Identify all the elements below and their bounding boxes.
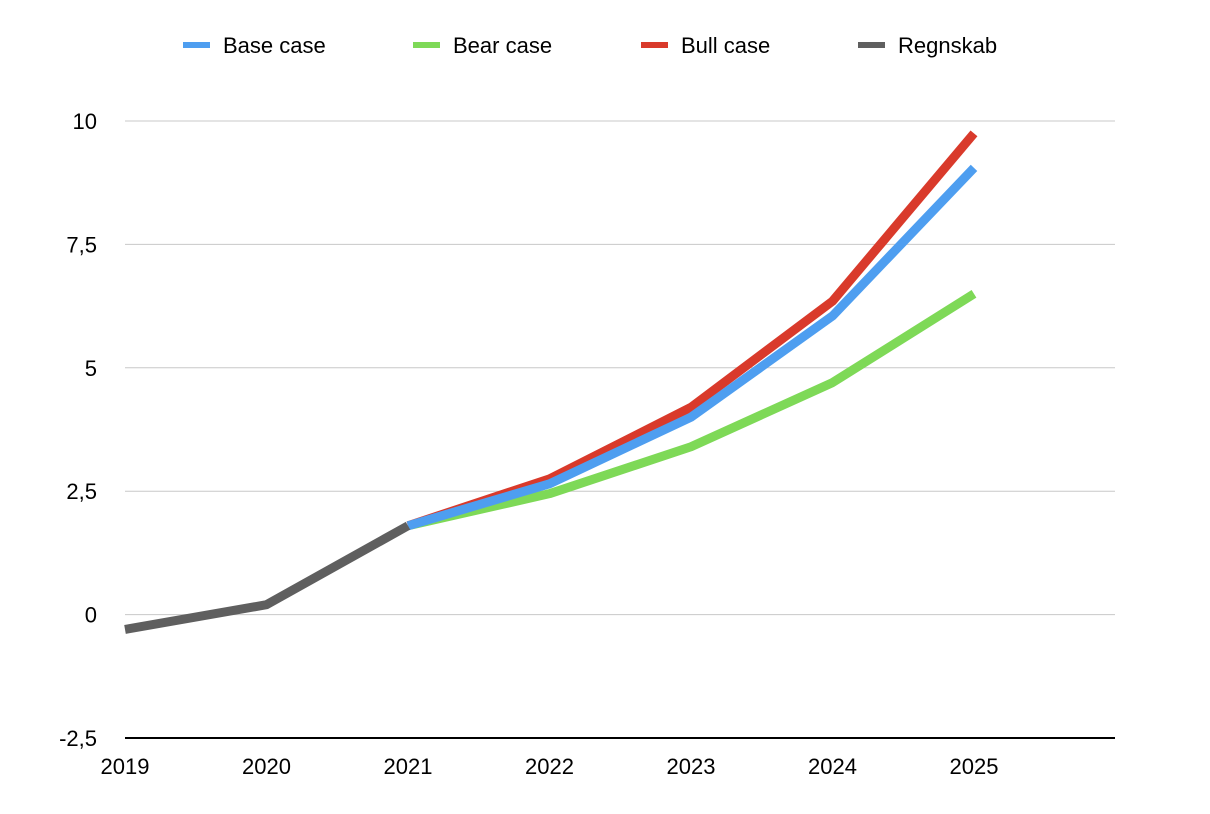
series-line-regnskab (124, 521, 411, 634)
series-line-base-case (406, 164, 978, 531)
x-tick-label: 2023 (667, 754, 716, 779)
x-axis: 2019 2020 2021 2022 2023 2024 2025 (101, 737, 1115, 779)
y-axis: -2,5 0 2,5 5 7,5 10 (59, 109, 97, 751)
legend: Base case Bear case Bull case Regnskab (183, 33, 997, 58)
y-tick-label: 10 (73, 109, 97, 134)
y-tick-label: 7,5 (66, 232, 97, 257)
series-lines (124, 130, 978, 634)
y-tick-label: 0 (85, 603, 97, 628)
x-tick-label: 2022 (525, 754, 574, 779)
y-tick-label: 2,5 (66, 479, 97, 504)
y-tick-label: 5 (85, 356, 97, 381)
x-tick-label: 2021 (384, 754, 433, 779)
gridlines (125, 120, 1115, 616)
x-tick-label: 2024 (808, 754, 857, 779)
series-line-bull-case (406, 130, 978, 531)
y-tick-label: -2,5 (59, 726, 97, 751)
x-tick-label: 2020 (242, 754, 291, 779)
legend-label: Base case (223, 33, 326, 58)
legend-label: Bear case (453, 33, 552, 58)
x-tick-label: 2025 (950, 754, 999, 779)
legend-label: Regnskab (898, 33, 997, 58)
series-line-bear-case (407, 289, 977, 531)
x-tick-label: 2019 (101, 754, 150, 779)
legend-label: Bull case (681, 33, 770, 58)
